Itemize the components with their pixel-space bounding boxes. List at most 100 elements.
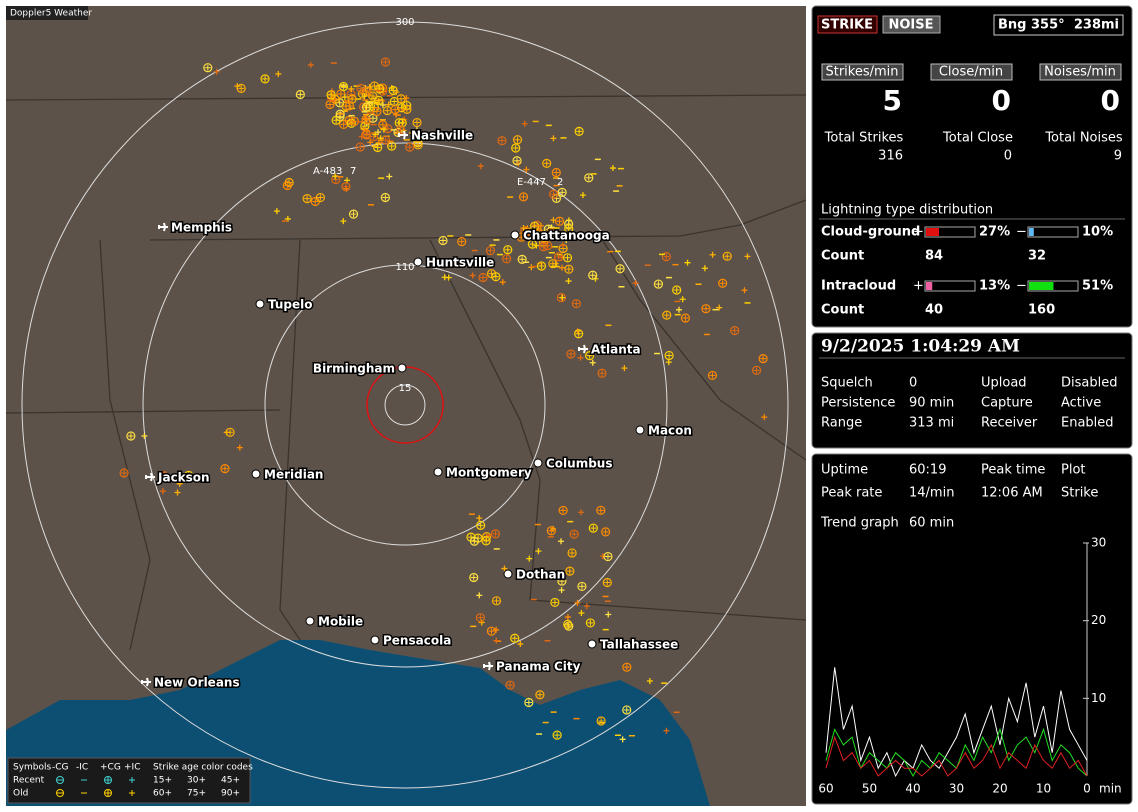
strike-symbol <box>553 169 560 176</box>
strike-symbol <box>458 238 465 245</box>
strike-symbol <box>204 64 211 71</box>
strike-symbol <box>372 106 382 117</box>
city-label: Birmingham <box>313 362 395 376</box>
strike-symbol <box>396 94 406 104</box>
strike-symbol <box>588 523 598 533</box>
legend-symbol <box>104 776 112 784</box>
strike-symbol <box>557 576 567 586</box>
legend-age: 75+ <box>187 789 206 799</box>
strike-symbol <box>499 279 506 286</box>
city-label: Macon <box>648 424 692 438</box>
title-bar <box>6 6 88 20</box>
strike-symbol <box>372 131 379 138</box>
rate-value: 0 <box>992 84 1011 117</box>
strike-symbol <box>384 107 391 114</box>
stats-box <box>811 5 1133 328</box>
legend-age: 30+ <box>187 776 206 786</box>
strike-symbol <box>602 528 609 535</box>
strike-symbol <box>346 102 353 109</box>
strike-symbol <box>525 699 532 706</box>
strike-symbol <box>476 520 486 530</box>
legend-symbol <box>56 776 64 784</box>
strike-symbol <box>363 130 370 137</box>
strike-symbol <box>576 128 583 135</box>
strike-symbol <box>501 565 508 572</box>
strike-symbol <box>719 280 726 287</box>
strike-symbol <box>718 278 728 288</box>
strike-symbol <box>238 85 245 92</box>
strike-symbol <box>469 536 479 546</box>
uptime-field: Strike <box>1061 486 1098 501</box>
strike-symbol <box>653 279 664 289</box>
count-label: Count <box>821 303 864 318</box>
marker-label: 2 <box>557 177 563 188</box>
strike-symbol <box>551 599 558 606</box>
city-dot <box>370 635 380 645</box>
noise-tab[interactable] <box>882 15 941 34</box>
datetime: 9/2/2025 1:04:29 AM <box>821 337 1020 357</box>
strike-symbol <box>544 242 551 249</box>
strike-symbol <box>438 235 448 246</box>
strike-symbol <box>184 470 194 480</box>
strike-symbol <box>548 527 555 534</box>
strike-symbol <box>362 116 369 123</box>
strike-symbol <box>558 587 565 594</box>
strike-symbol <box>519 256 526 263</box>
city-dot <box>305 616 315 626</box>
count: 84 <box>925 249 943 264</box>
strike-symbol <box>302 194 312 204</box>
strike-symbol <box>355 142 365 152</box>
strike-tab[interactable] <box>817 15 878 34</box>
strike-symbol <box>537 222 544 229</box>
strike-symbol <box>362 86 372 96</box>
uptime-field: Uptime <box>821 463 868 478</box>
trend-window: 60 min <box>909 516 954 531</box>
strike-symbol <box>380 126 387 133</box>
strike-symbol <box>563 237 570 244</box>
strike-symbol <box>119 468 129 478</box>
map-view: Doppler5 Weather Symbols -CG -IC +CG +IC Stri… <box>5 6 807 806</box>
strike-symbol <box>524 697 534 708</box>
strike-symbol <box>469 572 479 583</box>
strike-symbol <box>386 173 393 180</box>
legend-symbol <box>129 790 135 796</box>
rate-label: Strikes/min <box>825 65 898 80</box>
strike-symbol <box>485 246 496 256</box>
strike-symbol <box>332 176 339 183</box>
y-tick-label: 30 <box>1091 536 1106 550</box>
state-borders <box>5 94 807 651</box>
strike-symbol <box>569 529 579 539</box>
strike-symbol <box>556 218 563 225</box>
strike-symbol <box>682 315 689 322</box>
city-label: Dothan <box>516 568 565 582</box>
strike-symbol <box>340 121 347 128</box>
strike-symbol <box>185 472 192 479</box>
strike-symbol <box>382 137 389 144</box>
sign: − <box>1016 279 1027 294</box>
strike-symbol <box>760 355 767 362</box>
city-dot <box>503 569 513 579</box>
strike-symbol <box>550 597 560 608</box>
total-label: Total Strikes <box>824 131 904 146</box>
strike-symbol <box>502 254 512 264</box>
x-unit: min <box>1099 782 1122 796</box>
strike-symbol <box>559 242 566 249</box>
strike-symbol <box>587 619 594 626</box>
strike-symbol <box>328 91 335 98</box>
strike-symbol <box>702 305 709 312</box>
x-tick-label: 50 <box>862 782 877 796</box>
strike-symbol <box>722 251 732 261</box>
strike-symbol <box>571 531 578 538</box>
strike-symbol <box>369 93 376 100</box>
strike-symbol <box>213 68 220 75</box>
city-label: Tupelo <box>268 298 313 312</box>
strike-symbol <box>477 163 484 170</box>
strike-symbol <box>478 619 485 626</box>
strike-symbol <box>663 727 670 734</box>
strike-symbol <box>573 300 580 307</box>
y-tick-label: 10 <box>1091 691 1106 705</box>
rate-label-box <box>930 63 1013 81</box>
marker-label: E-447 <box>517 177 546 188</box>
strike-symbol <box>577 581 587 592</box>
type-name: Intracloud <box>821 279 896 294</box>
